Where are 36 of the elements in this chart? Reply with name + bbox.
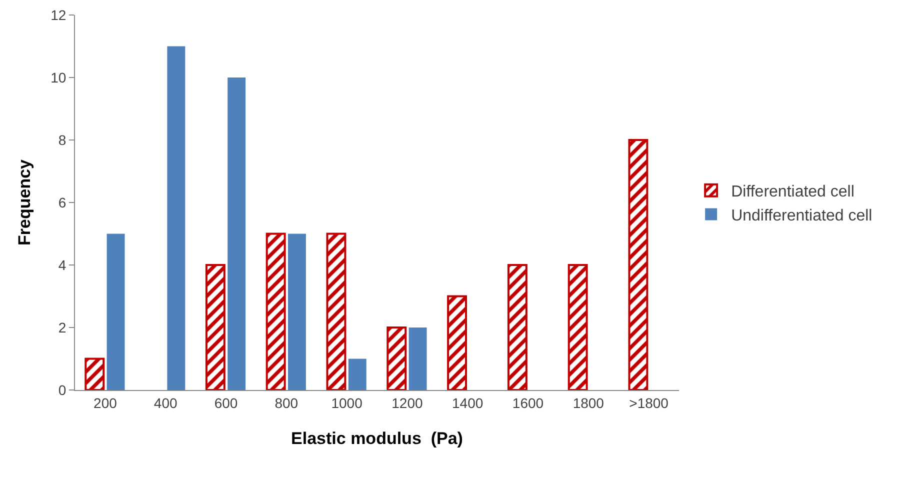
y-tick-label: 10	[50, 69, 66, 86]
bar	[447, 295, 468, 390]
bar	[326, 232, 346, 390]
bar	[628, 139, 648, 390]
y-tick-label: 0	[58, 382, 66, 398]
bar	[386, 326, 407, 390]
legend-label: Undifferentiated cell	[731, 207, 872, 224]
x-tick-label: >1800	[629, 394, 669, 411]
y-tick-label: 2	[58, 319, 66, 336]
y-axis-title: Frequency	[15, 158, 34, 246]
bar	[288, 234, 306, 390]
y-tick-label: 4	[58, 256, 66, 273]
text: Differentiated cell	[731, 184, 854, 201]
x-tick-label: 1800	[572, 394, 604, 411]
y-tick-label: 6	[58, 194, 66, 210]
bar	[348, 358, 366, 390]
y-tick-label: 8	[58, 132, 66, 148]
bar	[167, 46, 186, 390]
x-tick-label: 1000	[331, 394, 363, 411]
x-tick-label: 600	[214, 394, 238, 411]
bar	[205, 264, 226, 390]
bar	[266, 232, 286, 390]
x-tick-label: 1600	[512, 394, 544, 411]
y-tick-label: 12	[50, 6, 66, 23]
x-tick-label: 1400	[452, 394, 484, 411]
bar	[228, 78, 246, 390]
x-tick-label: 200	[94, 394, 118, 411]
bar	[84, 358, 105, 390]
x-tick-label: 400	[154, 394, 178, 411]
bar	[106, 234, 125, 390]
bar	[568, 264, 588, 390]
x-tick-label: 800	[274, 394, 298, 411]
bar	[408, 328, 427, 390]
x-axis-title: Elastic modulus (Pa)	[291, 429, 463, 448]
x-tick-label: 1200	[392, 394, 423, 411]
bar	[507, 264, 528, 390]
